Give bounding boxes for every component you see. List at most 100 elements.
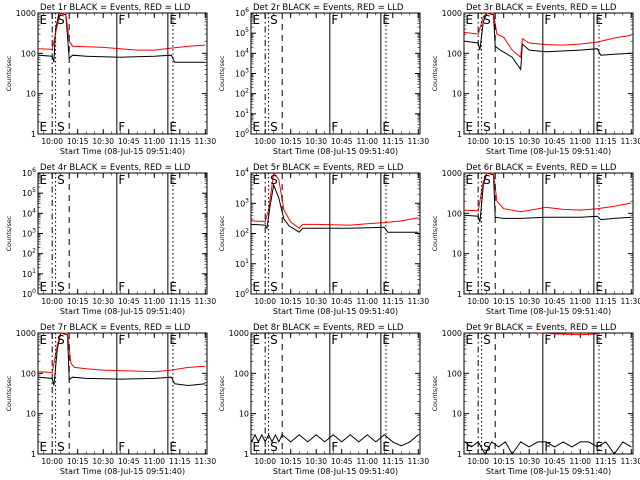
x-tick-label: 10:15 (67, 297, 89, 306)
time-marker-label: E (595, 120, 603, 134)
y-tick-label: 101 (235, 108, 249, 119)
time-marker-label: E (595, 173, 603, 187)
x-tick-label: 10:30 (305, 457, 327, 466)
x-tick-label: 11:00 (569, 297, 591, 306)
events-series-line (251, 433, 419, 447)
x-tick-label: 11:00 (356, 137, 378, 146)
x-tick-label: 11:00 (143, 297, 165, 306)
x-axis-label: Start Time (08-Jul-15 09:51:40) (273, 147, 398, 156)
x-tick-label: 10:00 (41, 137, 63, 146)
y-axis-label: Counts/sec (5, 55, 13, 91)
lld-series-line (537, 332, 598, 336)
x-tick-label: 11:30 (194, 297, 216, 306)
x-tick-label: 11:00 (143, 137, 165, 146)
y-tick-label: 100 (447, 49, 462, 58)
y-tick-label: 100 (447, 369, 462, 378)
x-tick-label: 11:15 (169, 457, 191, 466)
y-tick-label: 10 (452, 90, 462, 99)
x-tick-label: 11:15 (169, 297, 191, 306)
x-axis-label: Start Time (08-Jul-15 09:51:40) (60, 467, 185, 476)
detector-panel: Det 8r BLACK = Events, RED = LLD 1 10 100 10… (213, 320, 429, 480)
time-marker-label: S (483, 13, 491, 27)
detector-panel: Det 1r BLACK = Events, RED = LLD 1 10 100 10… (0, 0, 216, 160)
plot-frame (37, 332, 208, 455)
x-tick-label: 11:15 (169, 137, 191, 146)
time-marker-label: F (118, 13, 125, 27)
detector-panel: Det 5r BLACK = Events, RED = LLD 100 101 10… (213, 160, 429, 320)
y-tick-label: 103 (235, 197, 249, 208)
y-tick-label: 1 (31, 450, 36, 459)
x-tick-label: 11:15 (382, 457, 404, 466)
time-marker-label: E (253, 280, 261, 294)
chart-title: Det 9r BLACK = Events, RED = LLD (466, 323, 617, 333)
detector-chart: Det 2r BLACK = Events, RED = LLD 100 101 10… (218, 3, 429, 156)
y-tick-label: 10 (239, 410, 249, 419)
time-marker-label: E (382, 120, 390, 134)
time-marker-label: E (40, 13, 48, 27)
x-axis-label: Start Time (08-Jul-15 09:51:40) (486, 467, 611, 476)
events-series-line (38, 332, 206, 387)
x-tick-label: 11:15 (382, 297, 404, 306)
y-tick-label: 104 (235, 47, 249, 58)
x-tick-label: 11:15 (382, 137, 404, 146)
time-marker-label: E (169, 440, 177, 454)
x-axis-label: Start Time (08-Jul-15 09:51:40) (486, 147, 611, 156)
time-marker-label: E (382, 173, 390, 187)
time-marker-label: F (544, 173, 551, 187)
events-series-line (464, 441, 632, 456)
x-tick-label: 11:00 (356, 457, 378, 466)
time-marker-label: E (253, 440, 261, 454)
chart-title: Det 3r BLACK = Events, RED = LLD (466, 3, 617, 13)
x-axis-label: Start Time (08-Jul-15 09:51:40) (273, 307, 398, 316)
time-marker-label: E (466, 333, 474, 347)
time-marker-label: F (331, 120, 338, 134)
y-tick-label: 105 (235, 27, 249, 38)
chart-title: Det 4r BLACK = Events, RED = LLD (40, 163, 191, 173)
x-tick-label: 10:00 (41, 457, 63, 466)
detector-panel: Det 6r BLACK = Events, RED = LLD 1 10 100 10… (426, 160, 640, 320)
plot-frame (463, 172, 634, 295)
x-tick-label: 11:00 (356, 297, 378, 306)
time-marker-label: F (331, 440, 338, 454)
time-marker-label: F (544, 120, 551, 134)
time-marker-label: S (270, 440, 278, 454)
time-marker-label: F (544, 333, 551, 347)
y-tick-label: 100 (22, 288, 36, 299)
time-marker-label: F (118, 440, 125, 454)
time-marker-label: S (483, 333, 491, 347)
time-marker-label: E (253, 333, 261, 347)
time-marker-label: E (466, 440, 474, 454)
y-tick-label: 103 (235, 68, 249, 79)
lld-series-line (38, 332, 206, 374)
y-tick-label: 100 (21, 49, 36, 58)
x-tick-label: 10:15 (493, 457, 515, 466)
x-tick-label: 10:15 (67, 137, 89, 146)
x-tick-label: 10:15 (280, 297, 302, 306)
y-tick-label: 100 (235, 128, 249, 139)
time-marker-label: E (169, 333, 177, 347)
y-tick-label: 104 (235, 167, 249, 178)
x-tick-label: 10:45 (544, 137, 566, 146)
x-tick-label: 10:30 (518, 297, 540, 306)
time-marker-label: S (270, 333, 278, 347)
detector-chart: Det 9r BLACK = Events, RED = LLD 1 10 100 10… (431, 323, 640, 476)
x-tick-label: 10:45 (331, 297, 353, 306)
chart-title: Det 5r BLACK = Events, RED = LLD (253, 163, 404, 173)
y-tick-label: 10 (26, 90, 36, 99)
x-tick-label: 10:45 (544, 457, 566, 466)
time-marker-label: E (169, 280, 177, 294)
time-marker-label: S (57, 120, 65, 134)
time-marker-label: F (118, 173, 125, 187)
time-marker-label: E (169, 13, 177, 27)
time-marker-label: S (483, 120, 491, 134)
y-axis-label: Counts/sec (218, 375, 226, 411)
events-series-line (38, 12, 206, 63)
y-axis-label: Counts/sec (218, 215, 226, 251)
x-tick-label: 10:00 (254, 457, 276, 466)
x-tick-label: 10:45 (118, 137, 140, 146)
y-tick-label: 106 (22, 167, 36, 178)
x-tick-label: 10:45 (544, 297, 566, 306)
detector-chart: Det 6r BLACK = Events, RED = LLD 1 10 100 10… (431, 163, 640, 316)
chart-title: Det 8r BLACK = Events, RED = LLD (253, 323, 404, 333)
